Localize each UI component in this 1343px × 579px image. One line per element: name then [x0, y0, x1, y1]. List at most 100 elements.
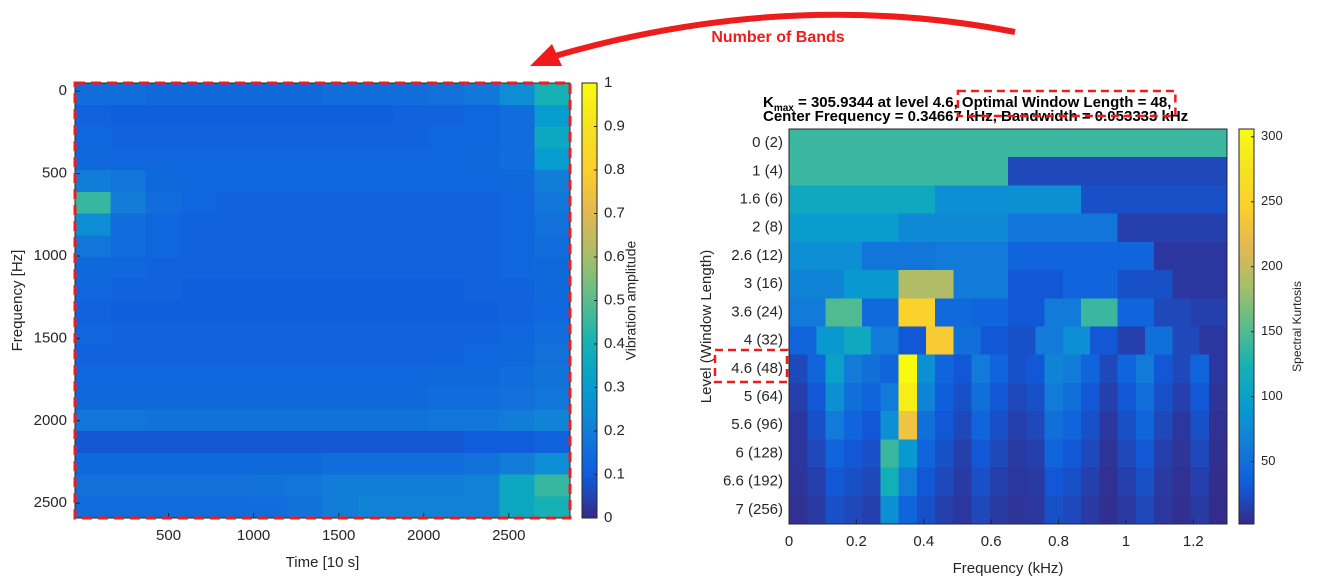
title-highlight: Optimal Window Length = 48,	[962, 94, 1171, 111]
heat-cell	[287, 452, 324, 476]
heat-cell	[145, 365, 182, 389]
heat-cell	[357, 257, 394, 280]
colorbar-tick-label: 0.3	[604, 378, 625, 395]
heat-cell	[251, 496, 288, 519]
y-tick-label: 3 (16)	[744, 275, 783, 292]
heat-cell	[110, 300, 147, 323]
heat-cell	[1008, 354, 1027, 384]
heat-cell	[1062, 439, 1082, 469]
heat-cell	[499, 148, 536, 171]
heat-cell	[181, 278, 218, 302]
heat-cell	[935, 185, 1082, 215]
heat-cell	[862, 495, 881, 525]
heat-cell	[322, 431, 359, 454]
y-tick-label: 1 (4)	[752, 162, 783, 179]
heat-cell	[1008, 467, 1027, 497]
y-tick-label: 1.6 (6)	[740, 191, 783, 208]
heat-cell	[862, 439, 881, 469]
heat-cell	[1062, 354, 1082, 384]
title-sub: max	[774, 103, 794, 114]
heat-cell	[1172, 326, 1201, 356]
heat-cell	[1117, 326, 1146, 356]
heat-cell	[898, 411, 918, 440]
heat-cell	[357, 452, 394, 476]
heat-cell	[1172, 382, 1192, 412]
heat-cell	[534, 148, 571, 171]
colorbar-label: Vibration amplitude	[623, 240, 639, 360]
heat-cell	[989, 354, 1009, 384]
heat-cell	[1099, 382, 1119, 412]
heat-cell	[1190, 298, 1228, 328]
heat-cell	[916, 495, 936, 525]
heat-cell	[534, 191, 571, 215]
heat-cell	[75, 257, 111, 280]
heat-cell	[862, 354, 881, 384]
heat-cell	[1008, 270, 1064, 299]
heat-cell	[357, 474, 394, 497]
heat-cell	[75, 300, 111, 323]
heat-cell	[463, 474, 500, 497]
heat-cell	[1062, 382, 1082, 412]
heat-cell	[898, 298, 936, 328]
heat-cell	[1190, 354, 1210, 384]
colorbar-tick-label: 0.9	[604, 117, 625, 134]
heat-cell	[1062, 411, 1082, 440]
heat-cell	[916, 382, 936, 412]
heat-cell	[181, 257, 218, 280]
heat-cell	[216, 344, 253, 367]
heat-cell	[789, 382, 808, 412]
heat-cell	[971, 439, 991, 469]
heat-cell	[428, 126, 465, 149]
y-tick-label: 0 (2)	[752, 134, 783, 151]
heat-cell	[499, 126, 536, 149]
heat-cell	[110, 148, 147, 171]
heat-cell	[428, 365, 465, 389]
heat-cell	[428, 300, 465, 323]
heat-cell	[322, 104, 359, 128]
heat-cell	[251, 322, 288, 345]
heat-cell	[935, 382, 954, 412]
heat-cell	[1008, 411, 1027, 440]
heat-cell	[428, 322, 465, 345]
y-tick-label: 3.6 (24)	[731, 303, 783, 320]
heat-cell	[181, 170, 218, 193]
heat-cell	[145, 409, 182, 432]
heat-cell	[287, 104, 324, 128]
heat-cell	[843, 411, 863, 440]
colorbar-tick-label: 0.6	[604, 248, 625, 265]
heat-cell	[287, 191, 324, 215]
heat-cell	[428, 496, 465, 519]
heat-cell	[1081, 439, 1100, 469]
heat-cell	[393, 170, 430, 193]
heat-cell	[463, 452, 500, 476]
heat-cell	[357, 387, 394, 410]
colorbar-tick-label: 50	[1261, 453, 1275, 468]
heat-cell	[110, 452, 147, 476]
heat-cell	[181, 409, 218, 432]
colorbar-tick-label: 300	[1261, 128, 1283, 143]
heat-cell	[1117, 298, 1155, 328]
heat-cell	[989, 467, 1009, 497]
heat-cell	[789, 411, 808, 440]
heat-cell	[534, 104, 571, 128]
heat-cell	[322, 191, 359, 215]
heat-cell	[251, 235, 288, 258]
heat-cell	[251, 148, 288, 171]
heat-cell	[145, 278, 182, 302]
heat-cell	[181, 474, 218, 497]
heat-cell	[75, 344, 111, 367]
heat-cell	[1026, 411, 1046, 440]
heat-cell	[216, 365, 253, 389]
heat-cell	[110, 235, 147, 258]
heat-cell	[251, 344, 288, 367]
heat-cell	[463, 387, 500, 410]
heat-cell	[1008, 382, 1027, 412]
heat-cell	[916, 354, 936, 384]
heat-cell	[216, 191, 253, 215]
heat-cell	[1117, 495, 1137, 525]
y-tick-label: 2 (8)	[752, 219, 783, 236]
heat-cell	[251, 474, 288, 497]
heat-cell	[1044, 439, 1064, 469]
heat-cell	[1081, 298, 1119, 328]
